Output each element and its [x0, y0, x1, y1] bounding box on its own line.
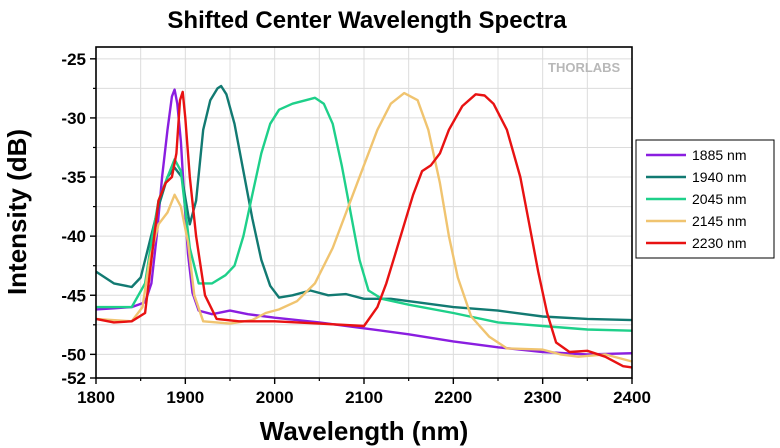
x-tick-label: 2200: [434, 388, 472, 407]
series-line-4: [95, 91, 633, 363]
legend-label-1: 1885 nm: [692, 147, 746, 163]
x-tick-label: 1900: [166, 388, 204, 407]
x-tick-label: 1800: [77, 388, 115, 407]
legend-label-4: 2145 nm: [692, 213, 746, 229]
series-layer: [95, 84, 633, 369]
x-tick-label: 2100: [345, 388, 383, 407]
y-tick-label: -40: [61, 227, 86, 246]
y-tick-label: -50: [61, 345, 86, 364]
series-line-1: [95, 88, 633, 356]
x-tick-label: 2300: [524, 388, 562, 407]
series-line-3: [96, 96, 633, 332]
y-axis-label: Intensity (dB): [2, 129, 32, 295]
series-line-5: [95, 90, 633, 369]
thorlabs-watermark: THORLABS: [548, 60, 621, 75]
y-tick-label: -45: [61, 286, 86, 305]
x-tick-label: 2000: [256, 388, 294, 407]
legend-label-5: 2230 nm: [692, 235, 746, 251]
y-tick-label: -52: [61, 369, 86, 388]
legend-label-3: 2045 nm: [692, 191, 746, 207]
y-tick-label: -25: [61, 50, 86, 69]
x-tick-label: 2400: [613, 388, 651, 407]
chart-title: Shifted Center Wavelength Spectra: [167, 7, 567, 34]
ticks: 1800 1900 2000 2100 2200 2300 2400 -25 -30 -35 -40…: [61, 50, 650, 407]
y-tick-label: -35: [61, 168, 86, 187]
legend: 1885 nm 1940 nm 2045 nm 2145 nm 2230 nm: [635, 139, 775, 259]
y-tick-label: -30: [61, 109, 86, 128]
x-axis-label: Wavelength (nm): [260, 416, 468, 446]
legend-label-2: 1940 nm: [692, 169, 746, 185]
